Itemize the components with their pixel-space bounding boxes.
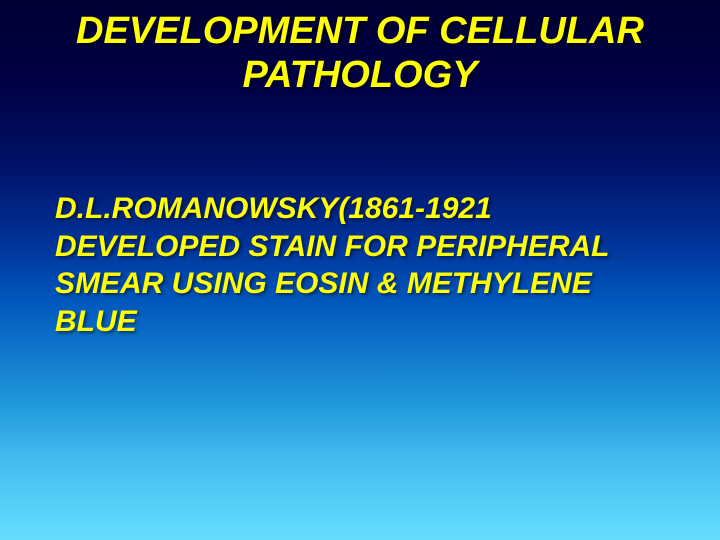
author-line: D.L.ROMANOWSKY(1861-1921 <box>55 190 665 228</box>
slide-body: D.L.ROMANOWSKY(1861-1921 DEVELOPED STAIN… <box>55 190 665 340</box>
slide-title: DEVELOPMENT OF CELLULAR PATHOLOGY <box>40 10 680 97</box>
slide-container: DEVELOPMENT OF CELLULAR PATHOLOGY D.L.RO… <box>0 0 720 540</box>
description-line: DEVELOPED STAIN FOR PERIPHERAL SMEAR USI… <box>55 228 665 341</box>
